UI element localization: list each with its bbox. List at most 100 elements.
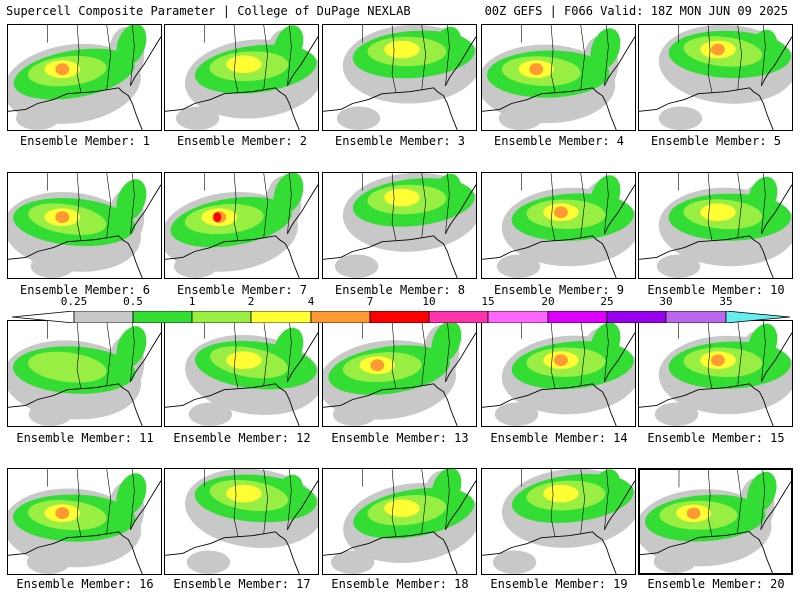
coastline <box>482 36 635 130</box>
scp-contour-low <box>332 402 377 426</box>
ensemble-member-label: Ensemble Member: 11 <box>16 431 154 445</box>
scp-contour-orange <box>55 63 70 76</box>
scp-contour-low <box>654 402 699 426</box>
ensemble-member-label: Ensemble Member: 4 <box>493 134 625 148</box>
scp-contour-orange <box>711 43 725 56</box>
scp-contour-low <box>656 254 701 278</box>
scp-field <box>165 173 318 278</box>
scp-field <box>639 173 792 278</box>
ensemble-member-label: Ensemble Member: 13 <box>331 431 469 445</box>
scp-contour-green <box>747 471 777 513</box>
ensemble-member-label: Ensemble Member: 14 <box>490 431 628 445</box>
state-borders <box>678 470 765 537</box>
scp-contour-low <box>492 550 537 574</box>
state-borders <box>362 321 450 389</box>
scp-contour-yellow <box>226 55 262 74</box>
scp-contour-green <box>116 25 147 66</box>
state-borders <box>362 173 450 241</box>
legend-arrow-low <box>11 310 75 324</box>
scp-contour-orange <box>55 507 70 520</box>
scp-contour-yellow <box>384 499 420 518</box>
ensemble-member-map-6 <box>7 172 162 279</box>
ensemble-member-map-8 <box>322 172 477 279</box>
legend-tick-label: 25 <box>600 295 614 308</box>
run-info: 00Z GEFS | F066 Valid: 18Z MON JUN 09 20… <box>484 4 788 18</box>
scp-contour-green <box>431 321 462 363</box>
scp-field <box>165 25 318 130</box>
page-title: Supercell Composite Parameter | College … <box>6 4 411 18</box>
scp-field <box>482 469 635 574</box>
scp-contour-low <box>175 106 220 130</box>
scp-contour-yellow <box>384 188 420 207</box>
state-borders <box>521 321 609 389</box>
scp-field <box>323 25 476 130</box>
scp-field <box>323 469 476 574</box>
scp-contour-low <box>658 106 703 130</box>
scp-field <box>8 321 161 426</box>
state-borders <box>204 321 292 389</box>
legend-swatch <box>73 310 134 324</box>
coastline <box>640 481 791 573</box>
scp-contour-red <box>213 212 222 223</box>
scp-field <box>482 321 635 426</box>
scp-field <box>639 25 792 130</box>
scp-contour-orange <box>554 354 568 367</box>
coastline <box>639 184 792 278</box>
ensemble-member-map-12 <box>164 320 319 427</box>
ensemble-member-label: Ensemble Member: 7 <box>176 283 308 297</box>
coastline <box>482 480 635 574</box>
ensemble-member-map-14 <box>481 320 636 427</box>
ensemble-member-map-10 <box>638 172 793 279</box>
ensemble-member-label: Ensemble Member: 15 <box>647 431 785 445</box>
scp-contour-low <box>173 254 218 278</box>
scp-field <box>165 469 318 574</box>
coastline <box>482 184 635 278</box>
scp-contour-low <box>498 106 543 130</box>
scp-contour-orange <box>711 354 725 367</box>
scp-contour-orange <box>686 507 701 520</box>
scp-contour-orange <box>370 359 385 372</box>
state-borders <box>362 469 450 537</box>
state-borders <box>678 25 766 93</box>
legend-tick-label: 7 <box>366 295 374 308</box>
state-borders <box>521 469 609 537</box>
scp-contour-low <box>336 106 381 130</box>
ensemble-member-label: Ensemble Member: 8 <box>334 283 466 297</box>
state-borders <box>521 173 609 241</box>
legend-swatch <box>665 310 727 324</box>
legend-tick-label: 35 <box>719 295 733 308</box>
ensemble-member-map-20 <box>638 468 793 575</box>
scp-contour-low <box>15 106 60 130</box>
ensemble-member-map-13 <box>322 320 477 427</box>
ensemble-member-label: Ensemble Member: 10 <box>647 283 785 297</box>
legend-swatch <box>250 310 312 324</box>
color-legend: 0.25 0.5 1 2 4 7 10 15 20 25 30 35 <box>0 295 800 324</box>
legend-swatch <box>428 310 489 324</box>
state-borders <box>47 173 135 241</box>
scp-contour-low <box>26 550 71 574</box>
ensemble-member-label: Ensemble Member: 16 <box>16 577 154 591</box>
state-borders <box>678 173 766 241</box>
scp-contour-low <box>653 549 697 573</box>
scp-contour-orange <box>554 206 568 219</box>
legend-swatch <box>547 310 608 324</box>
legend-swatch <box>606 310 667 324</box>
scp-field <box>8 173 161 278</box>
scp-contour-low <box>334 254 379 278</box>
ensemble-member-map-1 <box>7 24 162 131</box>
ensemble-member-map-15 <box>638 320 793 427</box>
scp-field <box>8 469 161 574</box>
legend-swatch <box>191 310 252 324</box>
scp-field <box>323 321 476 426</box>
scp-field <box>482 25 635 130</box>
color-legend-bar <box>0 308 800 324</box>
scp-contour-low <box>28 402 73 426</box>
scp-contour-green <box>116 326 147 368</box>
ensemble-member-label: Ensemble Member: 17 <box>173 577 311 591</box>
state-borders <box>678 321 766 389</box>
ensemble-member-label: Ensemble Member: 3 <box>334 134 466 148</box>
scp-field <box>323 173 476 278</box>
legend-tick-label: 15 <box>481 295 495 308</box>
scp-contour-low <box>330 550 375 574</box>
ensemble-member-label: Ensemble Member: 12 <box>173 431 311 445</box>
